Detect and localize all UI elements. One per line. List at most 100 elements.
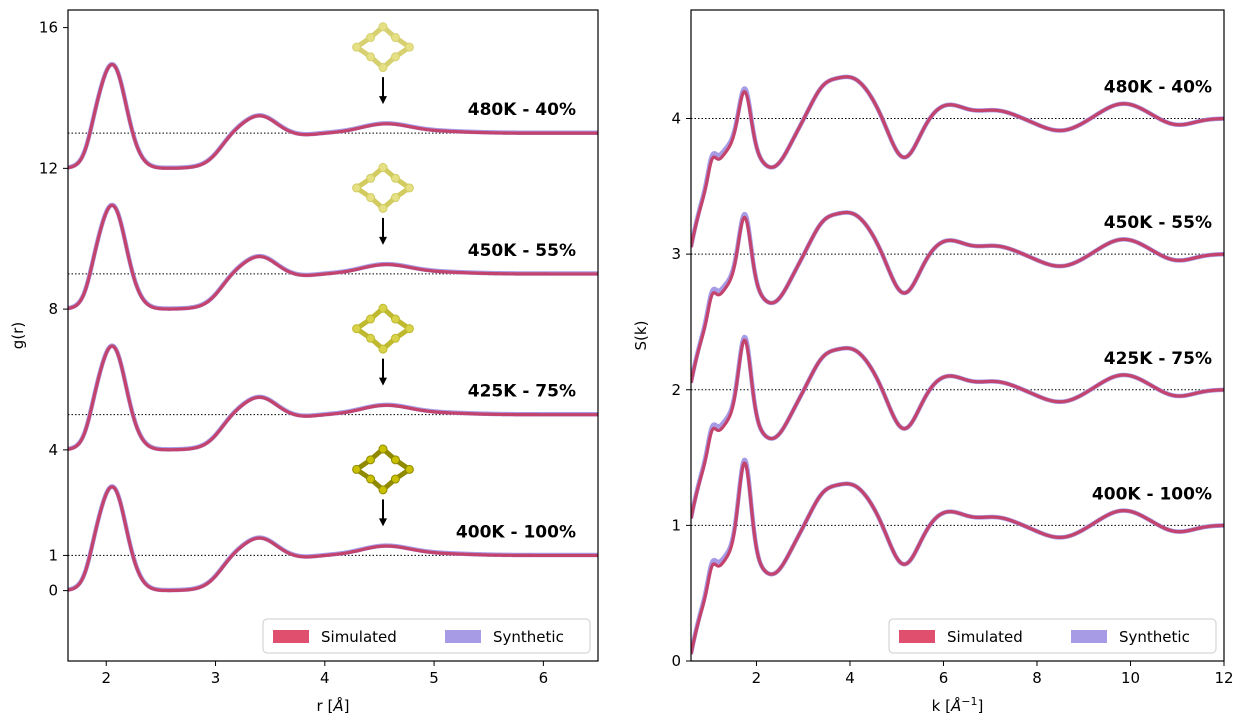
molecule-bonds [354,24,412,71]
sk-xtick-label: 8 [1032,669,1042,687]
sk-annotation: 425K - 75% [1104,349,1212,369]
molecule-icon [352,22,414,73]
arrow-head [379,96,387,105]
sk-legend-swatch-simulated [899,630,935,643]
gr-ytick-label: 1 [48,546,58,564]
gr-series-simulated [68,344,598,452]
gr-annotation: 425K - 75% [468,382,576,402]
arrow-head [379,518,387,527]
molecule-atom [378,444,388,454]
sk-ytick-label: 1 [671,516,681,534]
sk-legend-label-simulated: Simulated [947,628,1023,646]
gr-ytick-label: 16 [39,19,58,37]
sk-xtick-label: 4 [845,669,855,687]
molecule-atom [390,455,400,465]
molecule-atom [352,183,362,193]
sk-legend-label-synthetic: Synthetic [1119,628,1190,646]
sk-xlabel: k [Å−1] [932,695,984,715]
gr-ytick-label: 0 [48,582,58,600]
molecule-atom [366,333,376,343]
sk-xtick-label: 10 [1121,669,1140,687]
gr-xtick-label: 4 [320,669,330,687]
gr-xlabel: r [Å] [317,696,350,715]
gr-xtick-label: 2 [101,669,111,687]
molecule-atom [404,464,414,474]
gr-series-simulated [68,62,598,170]
molecule-atom [352,324,362,334]
gr-series-simulated [68,485,598,593]
molecule-atom [378,303,388,313]
sk-xtick-label: 2 [752,669,762,687]
sk-ytick-label: 4 [671,110,681,128]
molecule-atom [378,485,388,495]
gr-legend-label-simulated: Simulated [321,628,397,646]
arrow-head [379,236,387,245]
molecule-atom [366,33,376,43]
molecule-atom [366,173,376,183]
gr-xtick-label: 3 [211,669,221,687]
gr-panel: 480K - 40% 450K - 55% 425K - 75% 400K - 100… [9,9,599,715]
arrow-head [379,377,387,386]
molecule-atom [390,52,400,62]
sk-axes-frame [690,9,1225,662]
gr-annotation: 480K - 40% [468,100,576,120]
sk-legend-swatch-synthetic [1071,630,1107,643]
sk-ytick-label: 0 [671,652,681,670]
gr-ytick-label: 4 [48,441,58,459]
molecule-atom [404,183,414,193]
gr-ylabel: g(r) [9,322,27,349]
sk-ytick-label: 2 [671,381,681,399]
molecule-atom [390,333,400,343]
molecule-atom [378,203,388,213]
gr-legend-swatch-simulated [273,630,309,643]
sk-series-simulated [691,461,1224,655]
molecule-atom [366,193,376,203]
molecule-atom [366,455,376,465]
molecule-atom [404,42,414,52]
molecule-atom [378,63,388,73]
molecule-atom [390,173,400,183]
gr-axes-frame [67,9,599,662]
sk-series-simulated [691,75,1224,248]
gr-series-simulated [68,203,598,311]
gr-legend-box [262,618,591,654]
sk-annotation: 450K - 55% [1104,213,1212,233]
molecule-atom [366,474,376,484]
sk-plot-area [691,74,1224,655]
sk-series-simulated [691,210,1224,384]
molecule-atom [404,324,414,334]
molecule-bonds [354,165,412,211]
sk-xtick-label: 12 [1214,669,1233,687]
molecule-atom [378,344,388,354]
gr-ytick-label: 12 [39,159,58,177]
molecule-atom [352,464,362,474]
molecule-atom [378,22,388,32]
sk-series-simulated [691,338,1224,519]
molecule-icon [352,303,414,354]
molecule-atom [390,474,400,484]
gr-legend-label-synthetic: Synthetic [493,628,564,646]
gr-xtick-label: 5 [429,669,439,687]
sk-annotation: 400K - 100% [1092,484,1212,504]
molecule-atom [378,163,388,173]
molecule-bonds [354,305,412,352]
sk-legend-box [888,618,1217,654]
gr-plot-area [68,61,598,593]
sk-ytick-label: 3 [671,245,681,263]
molecule-atom [352,42,362,52]
sk-panel: 480K - 40% 450K - 55% 425K - 75% 400K - 100… [632,9,1234,715]
gr-legend-swatch-synthetic [445,630,481,643]
sk-xtick-label: 6 [939,669,949,687]
molecule-icon [352,163,414,213]
gr-annotation: 400K - 100% [456,522,576,542]
gr-annotation: 450K - 55% [468,241,576,261]
molecule-atom [366,314,376,324]
molecule-atom [390,193,400,203]
gr-xtick-label: 6 [539,669,549,687]
gr-ytick-label: 8 [48,300,58,318]
molecule-atom [390,314,400,324]
sk-ylabel: S(k) [632,321,650,351]
molecule-bonds [354,446,412,493]
molecule-atom [390,33,400,43]
